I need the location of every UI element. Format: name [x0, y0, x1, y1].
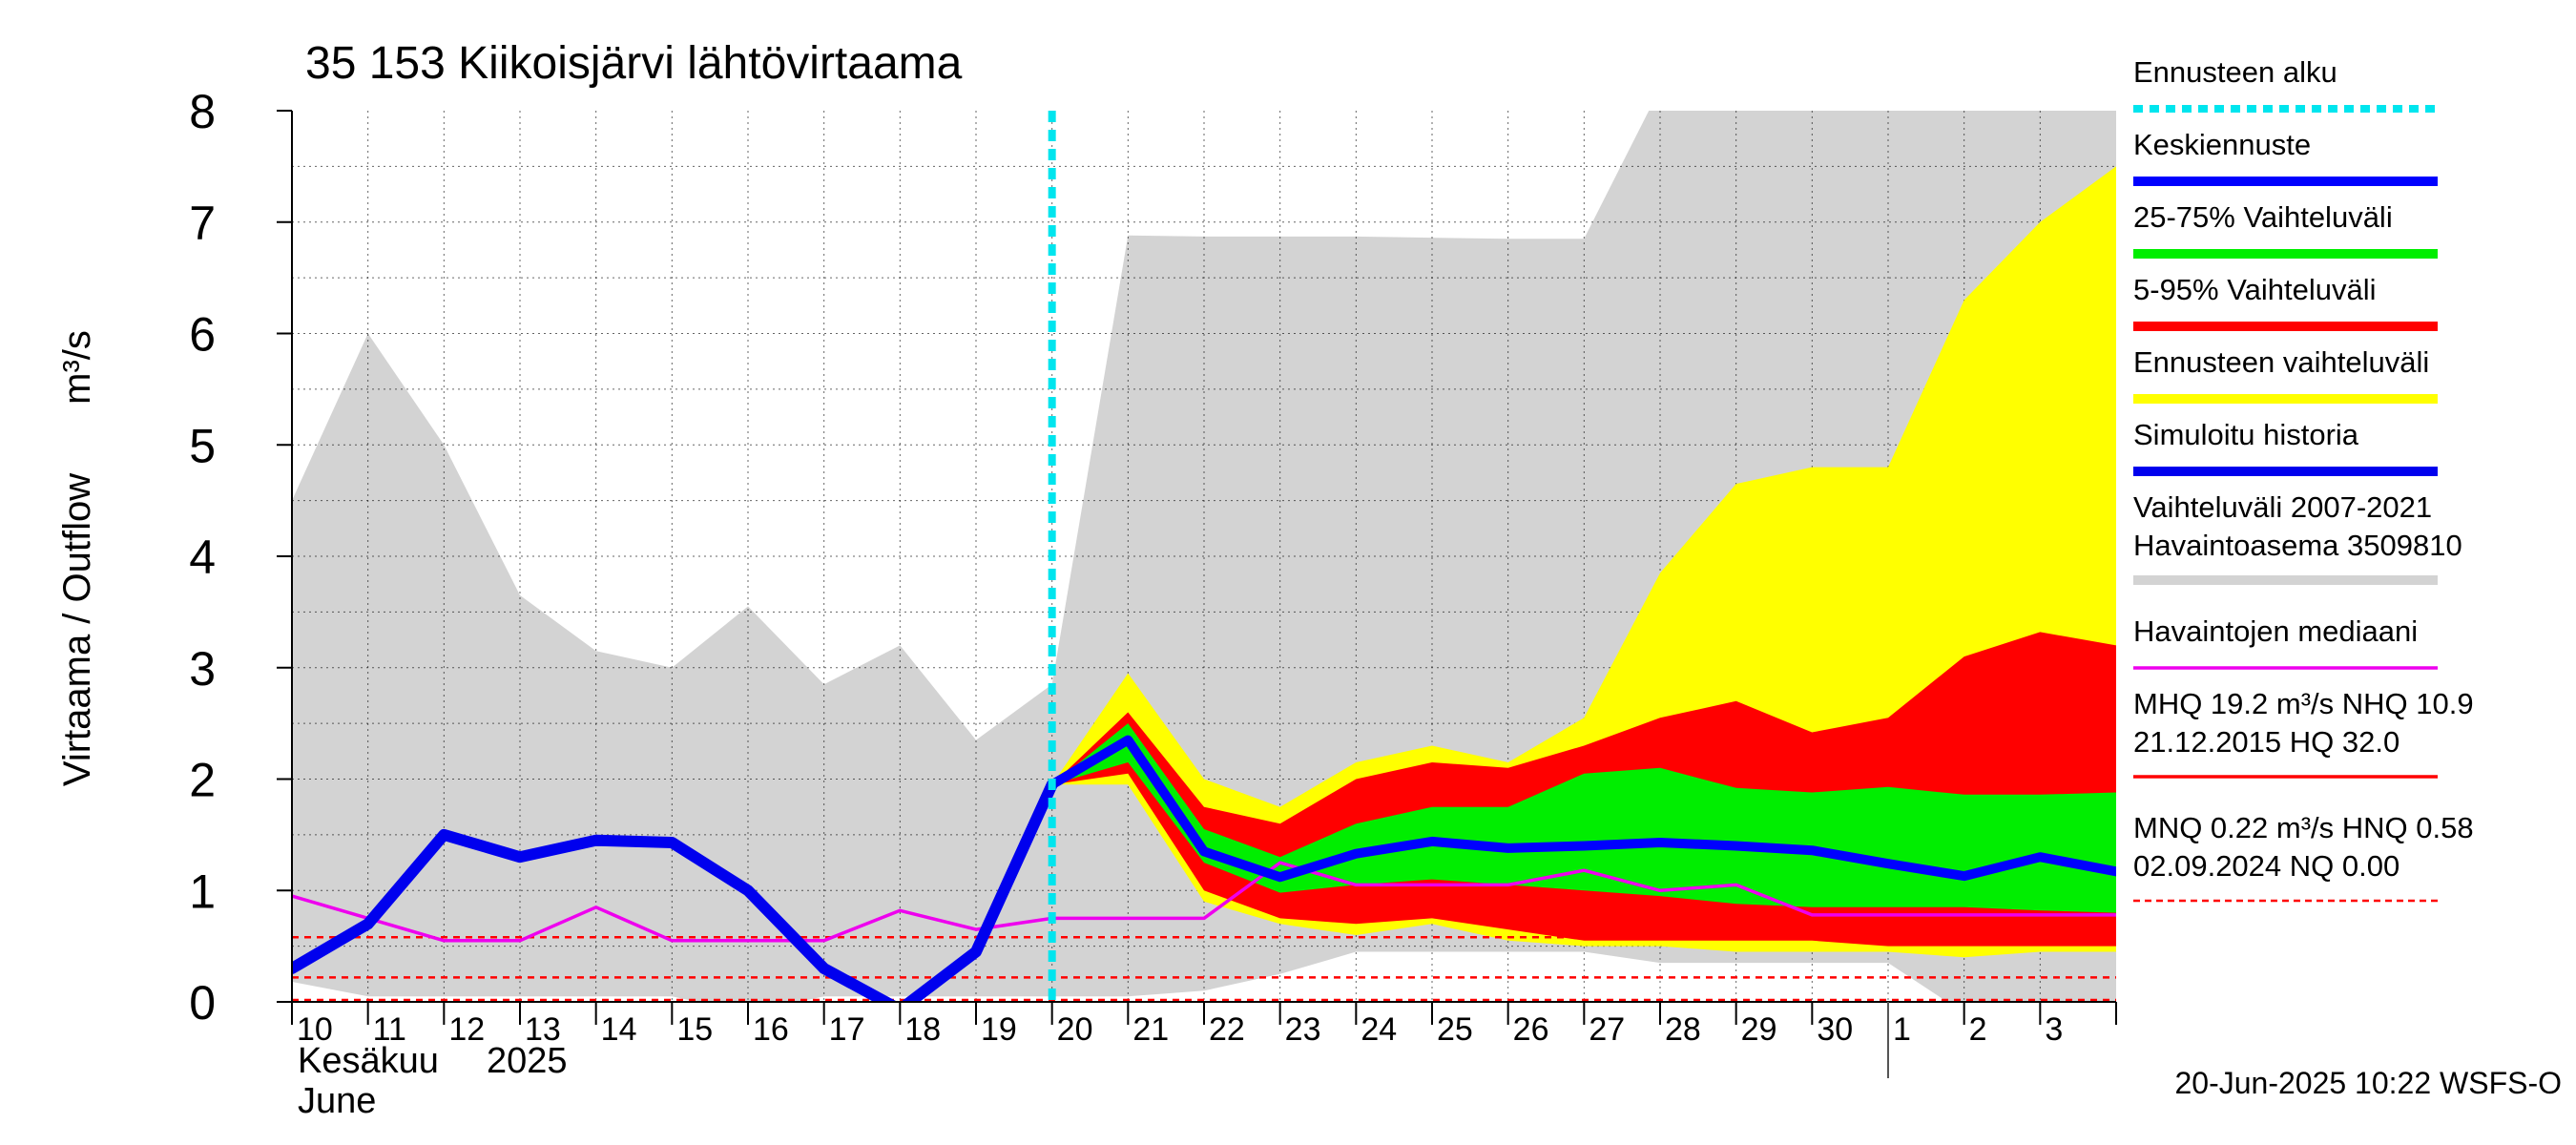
- legend-label-second: 02.09.2024 NQ 0.00: [2133, 849, 2399, 883]
- x-tick-label: 22: [1209, 1011, 1245, 1048]
- month-label-fi: Kesäkuu: [298, 1041, 439, 1081]
- x-tick-label: 15: [676, 1011, 713, 1048]
- y-tick-label: 4: [189, 531, 216, 584]
- legend-label: Keskiennuste: [2133, 128, 2311, 161]
- x-tick-label: 21: [1132, 1011, 1169, 1048]
- x-tick-label: 1: [1893, 1011, 1911, 1048]
- plot-area: [291, 111, 2116, 1003]
- legend-label-second: Havaintoasema 3509810: [2133, 529, 2462, 562]
- x-tick-label: 20: [1057, 1011, 1093, 1048]
- x-tick-label: 3: [2045, 1011, 2063, 1048]
- x-tick-label: 19: [981, 1011, 1017, 1048]
- simulated-history-line: [292, 779, 1058, 1002]
- x-tick-label: 26: [1513, 1011, 1549, 1048]
- legend-label: MHQ 19.2 m³/s NHQ 10.9: [2133, 687, 2474, 720]
- legend-label: Ennusteen alku: [2133, 55, 2337, 89]
- x-tick-label: 16: [753, 1011, 789, 1048]
- y-tick-label: 0: [189, 976, 216, 1030]
- x-tick-label: 17: [829, 1011, 865, 1048]
- y-tick-label: 1: [189, 864, 216, 918]
- legend-label: 5-95% Vaihteluväli: [2133, 273, 2376, 306]
- y-axis: 0 1 2 3 4 5 6 7 8: [189, 85, 292, 1030]
- month-label-en: June: [298, 1081, 376, 1121]
- x-tick-label: 14: [601, 1011, 637, 1048]
- x-tick-label: 29: [1741, 1011, 1777, 1048]
- y-tick-label: 8: [189, 85, 216, 138]
- legend-label: MNQ 0.22 m³/s HNQ 0.58: [2133, 811, 2474, 844]
- y-tick-label: 2: [189, 754, 216, 807]
- x-tick-label: 18: [904, 1011, 941, 1048]
- legend: Ennusteen alku Keskiennuste 25-75% Vaihtel…: [2133, 55, 2474, 903]
- legend-label-second: 21.12.2015 HQ 32.0: [2133, 725, 2399, 759]
- x-tick-label: 28: [1665, 1011, 1701, 1048]
- y-tick-label: 6: [189, 308, 216, 362]
- x-tick-label: 27: [1589, 1011, 1625, 1048]
- legend-label: Havaintojen mediaani: [2133, 614, 2418, 648]
- y-tick-label: 3: [189, 642, 216, 696]
- legend-label: Simuloitu historia: [2133, 418, 2359, 451]
- y-axis-label: Virtaama / Outflow: [56, 473, 98, 786]
- y-axis-unit: m³/s: [56, 330, 98, 405]
- median-forecast-line: [1047, 735, 2116, 883]
- x-tick-label: 10: [297, 1011, 333, 1048]
- x-axis: 10 11 12 13 14 15 16 17 18 19 20 21 22 23 24 25 26 27 28 29…: [291, 1002, 2117, 1078]
- legend-label: Ennusteen vaihteluväli: [2133, 345, 2429, 379]
- legend-label: 25-75% Vaihteluväli: [2133, 200, 2393, 234]
- plot-clipped-group: [292, 111, 2116, 1002]
- x-tick-label: 2: [1969, 1011, 1987, 1048]
- x-tick-label: 30: [1817, 1011, 1853, 1048]
- footer-timestamp: 20-Jun-2025 10:22 WSFS-O: [2174, 1066, 2562, 1100]
- y-tick-label: 7: [189, 197, 216, 250]
- x-tick-label: 24: [1361, 1011, 1397, 1048]
- x-tick-label: 23: [1285, 1011, 1321, 1048]
- x-tick-label: 13: [525, 1011, 561, 1048]
- x-tick-label: 25: [1437, 1011, 1473, 1048]
- year-label: 2025: [487, 1041, 568, 1081]
- observation-median-line: [292, 861, 2116, 943]
- legend-label: Vaihteluväli 2007-2021: [2133, 490, 2432, 524]
- x-tick-label: 12: [448, 1011, 485, 1048]
- x-tick-label: 11: [373, 1011, 406, 1048]
- chart-title: 35 153 Kiikoisjärvi lähtövirtaama: [305, 38, 963, 89]
- y-tick-label: 5: [189, 419, 216, 472]
- grid: [292, 111, 2116, 1002]
